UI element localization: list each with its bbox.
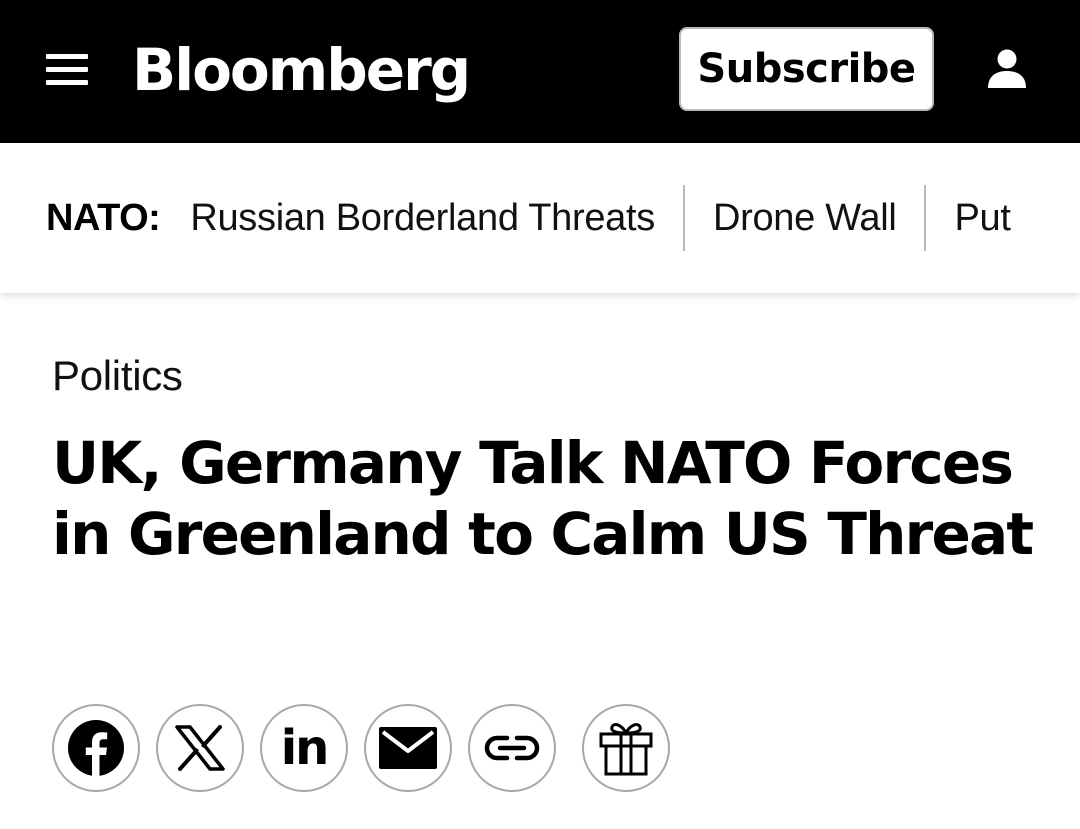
x-icon [175, 725, 225, 771]
share-linkedin-button[interactable]: in [260, 704, 348, 792]
share-email-button[interactable] [364, 704, 452, 792]
topic-divider [682, 185, 685, 251]
article-headline: UK, Germany Talk NATO Forces in Greenlan… [52, 429, 1034, 568]
hamburger-menu-icon [46, 54, 88, 59]
share-facebook-button[interactable] [52, 704, 140, 792]
account-button[interactable] [982, 44, 1032, 94]
topic-truncated-item[interactable]: Put [954, 196, 1011, 239]
topic-strip-inner: NATO: Russian Borderland Threats Drone W… [46, 185, 1011, 251]
linkedin-icon: in [280, 720, 330, 776]
topic-strip-label: NATO: [46, 196, 161, 239]
share-x-button[interactable] [156, 704, 244, 792]
topic-divider [924, 185, 927, 251]
topic-drone-wall[interactable]: Drone Wall [712, 196, 897, 239]
gift-icon [599, 723, 653, 776]
subscribe-button[interactable]: Subscribe [679, 27, 934, 111]
topic-russian-borderland-threats[interactable]: Russian Borderland Threats [190, 196, 655, 239]
top-navigation-bar: Bloomberg Subscribe [0, 0, 1080, 143]
link-icon [484, 735, 540, 761]
email-icon [379, 727, 437, 769]
share-toolbar: in [52, 704, 670, 792]
facebook-icon [68, 720, 124, 776]
article-category[interactable]: Politics [52, 352, 183, 399]
gift-article-button[interactable] [582, 704, 670, 792]
topic-strip: NATO: Russian Borderland Threats Drone W… [0, 143, 1080, 293]
bloomberg-logo[interactable]: Bloomberg [132, 36, 471, 104]
user-icon [988, 49, 1026, 88]
menu-button[interactable] [46, 52, 90, 88]
copy-link-button[interactable] [468, 704, 556, 792]
